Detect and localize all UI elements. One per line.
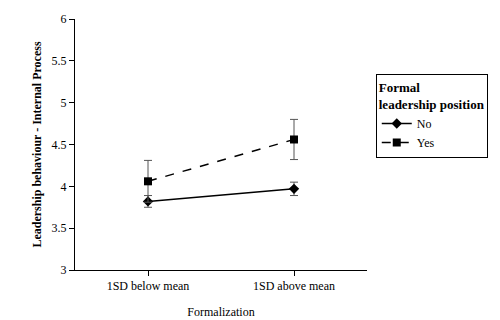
svg-text:1SD below mean: 1SD below mean: [107, 279, 190, 293]
svg-text:3: 3: [61, 263, 67, 277]
svg-text:5: 5: [61, 96, 67, 110]
svg-text:4: 4: [61, 180, 67, 194]
svg-text:5.5: 5.5: [52, 54, 67, 68]
svg-text:Formalleadership position: Formalleadership position: [379, 80, 485, 112]
svg-text:1SD above mean: 1SD above mean: [253, 279, 335, 293]
svg-text:6: 6: [61, 12, 67, 26]
svg-text:4.5: 4.5: [52, 138, 67, 152]
svg-text:Yes: Yes: [417, 136, 435, 150]
svg-text:3.5: 3.5: [52, 221, 67, 235]
svg-text:Formalization: Formalization: [187, 305, 254, 319]
svg-text:Leadership behaviour - Interna: Leadership behaviour - Internal Process: [30, 41, 44, 248]
svg-text:No: No: [417, 117, 432, 131]
